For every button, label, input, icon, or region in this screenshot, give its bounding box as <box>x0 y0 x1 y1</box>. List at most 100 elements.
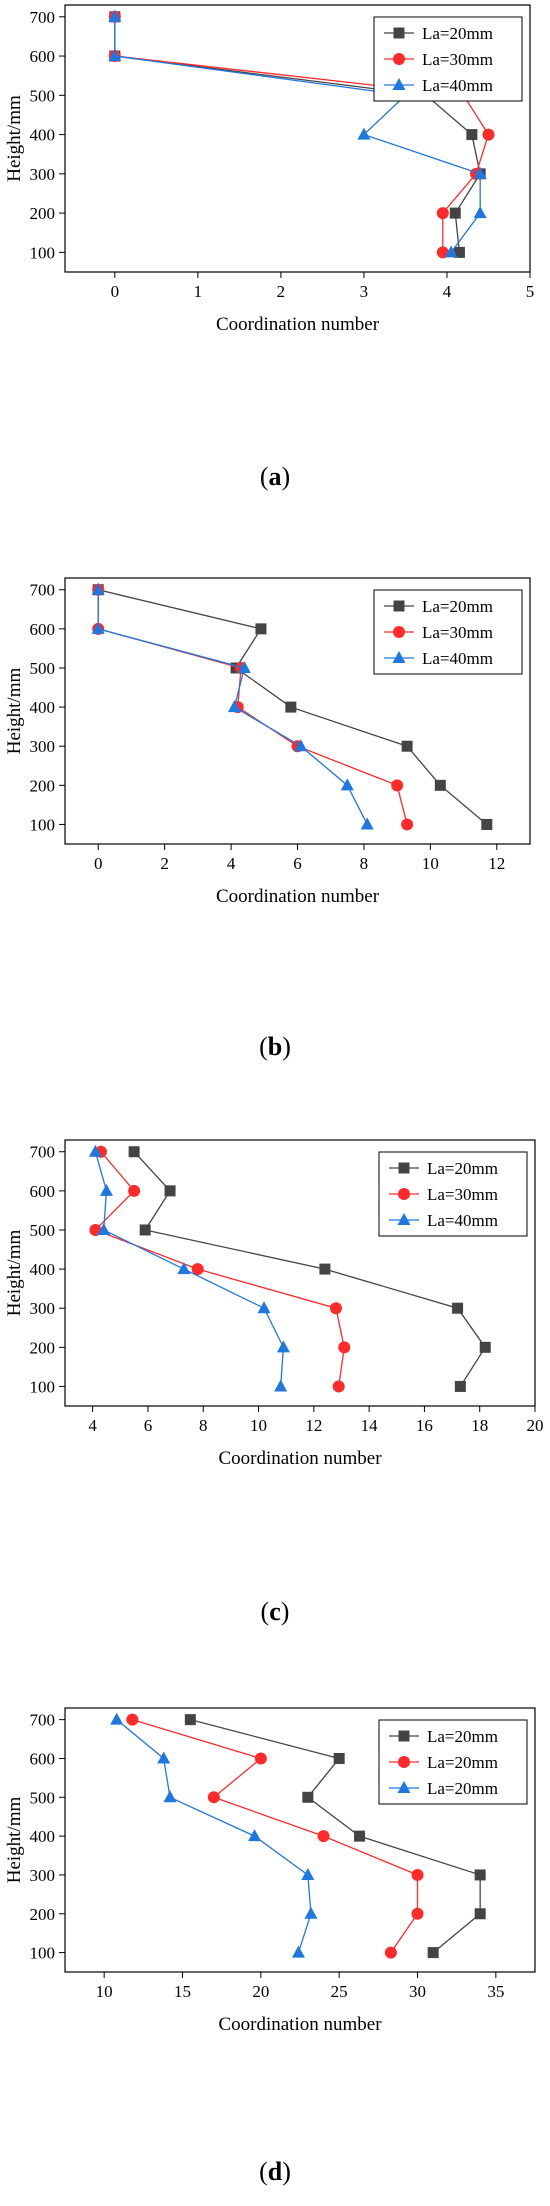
data-point <box>454 1380 466 1392</box>
x-tick-label: 14 <box>361 1416 379 1435</box>
data-point <box>474 1869 486 1881</box>
legend-marker <box>392 78 406 90</box>
data-point <box>401 740 413 752</box>
legend-marker <box>398 1756 410 1768</box>
data-point <box>163 1790 177 1803</box>
legend-item: La=20mm <box>389 1779 498 1798</box>
legend-label: La=40mm <box>422 76 493 95</box>
data-point <box>473 206 487 219</box>
x-tick-label: 2 <box>160 854 169 873</box>
x-tick-label: 8 <box>199 1416 208 1435</box>
y-axis-label: Height/mm <box>4 95 25 182</box>
x-tick-label: 10 <box>422 854 439 873</box>
data-point <box>474 1908 486 1920</box>
y-tick-label: 600 <box>30 620 56 639</box>
data-point <box>449 207 461 219</box>
data-point <box>285 701 297 713</box>
data-point <box>237 660 251 673</box>
x-tick-label: 10 <box>96 1982 113 2001</box>
data-point <box>88 1144 102 1157</box>
data-point <box>482 128 495 141</box>
x-tick-label: 12 <box>305 1416 322 1435</box>
data-point <box>139 1224 151 1236</box>
x-tick-label: 20 <box>252 1982 269 2001</box>
y-tick-label: 500 <box>30 86 56 105</box>
data-point <box>436 207 449 220</box>
data-point <box>254 1752 267 1765</box>
legend: La=20mm La=30mm La=40mm <box>373 16 523 102</box>
chart-panel-2: 0 2 4 6 8 10 12 100 200 300 400 500 600 700 Coordinati… <box>4 577 531 1061</box>
series-2 <box>89 1145 351 1393</box>
data-point <box>184 1714 196 1726</box>
data-point <box>319 1263 331 1275</box>
series-2 <box>126 1713 424 1959</box>
legend-marker <box>392 651 406 663</box>
chart-panel-1: 0 1 2 3 4 5 100 200 300 400 500 600 700 Coordination … <box>4 4 534 491</box>
legend: La=20mm La=20mm La=20mm <box>378 1719 528 1805</box>
series-2 <box>92 583 414 831</box>
data-point <box>481 818 493 830</box>
legend-marker <box>397 1781 411 1793</box>
data-point <box>411 1907 424 1920</box>
legend-marker <box>397 1213 411 1225</box>
x-tick-label: 25 <box>331 1982 348 2001</box>
y-tick-label: 200 <box>30 1338 56 1357</box>
data-point <box>248 1829 262 1842</box>
y-tick-label: 700 <box>30 581 56 600</box>
data-point <box>164 1185 176 1197</box>
data-point <box>357 127 371 140</box>
data-point <box>452 1302 464 1314</box>
data-point <box>91 621 105 634</box>
legend-label: La=20mm <box>427 1727 498 1746</box>
legend-item: La=30mm <box>384 623 493 642</box>
data-point <box>302 1791 314 1803</box>
legend-label: La=20mm <box>427 1159 498 1178</box>
legend-item: La=30mm <box>384 50 493 69</box>
y-tick-label: 100 <box>30 1377 56 1396</box>
x-tick-label: 6 <box>293 854 302 873</box>
data-point <box>473 166 487 179</box>
y-tick-label: 100 <box>30 815 56 834</box>
x-tick-label: 6 <box>144 1416 153 1435</box>
data-point <box>354 1830 366 1842</box>
data-point <box>434 779 446 791</box>
data-point <box>332 1380 345 1393</box>
y-tick-label: 600 <box>30 47 56 66</box>
x-tick-label: 2 <box>277 282 286 301</box>
y-tick-label: 100 <box>30 243 56 262</box>
data-point <box>108 49 122 62</box>
data-point <box>301 1867 315 1880</box>
x-tick-label: 0 <box>111 282 120 301</box>
x-tick-label: 4 <box>443 282 452 301</box>
data-point <box>479 1341 491 1353</box>
legend-item: La=20mm <box>384 24 493 43</box>
series-1 <box>128 1146 491 1392</box>
legend-item: La=30mm <box>389 1185 498 1204</box>
y-tick-label: 200 <box>30 776 56 795</box>
legend-label: La=20mm <box>422 24 493 43</box>
data-point <box>99 1183 113 1196</box>
series-3 <box>88 1144 290 1392</box>
y-tick-label: 300 <box>30 165 56 184</box>
panel-caption: (d) <box>259 2157 291 2186</box>
panel-caption: (c) <box>261 1597 290 1626</box>
x-tick-label: 16 <box>416 1416 433 1435</box>
legend-item: La=40mm <box>384 649 493 668</box>
legend: La=20mm La=30mm La=40mm <box>378 1151 528 1237</box>
legend-label: La=30mm <box>422 50 493 69</box>
data-point <box>329 1302 342 1315</box>
data-point <box>384 1946 397 1959</box>
y-tick-label: 300 <box>30 1299 56 1318</box>
data-point <box>338 1341 351 1354</box>
x-tick-label: 35 <box>487 1982 504 2001</box>
legend-item: La=20mm <box>389 1727 498 1746</box>
legend-marker <box>393 626 405 638</box>
legend-marker <box>398 1162 410 1174</box>
data-point <box>411 1868 424 1881</box>
legend-label: La=20mm <box>427 1753 498 1772</box>
legend-marker <box>393 600 405 612</box>
data-point <box>340 778 354 791</box>
legend-item: La=20mm <box>384 597 493 616</box>
data-point <box>427 1947 439 1959</box>
x-axis-label: Coordination number <box>218 2014 382 2035</box>
